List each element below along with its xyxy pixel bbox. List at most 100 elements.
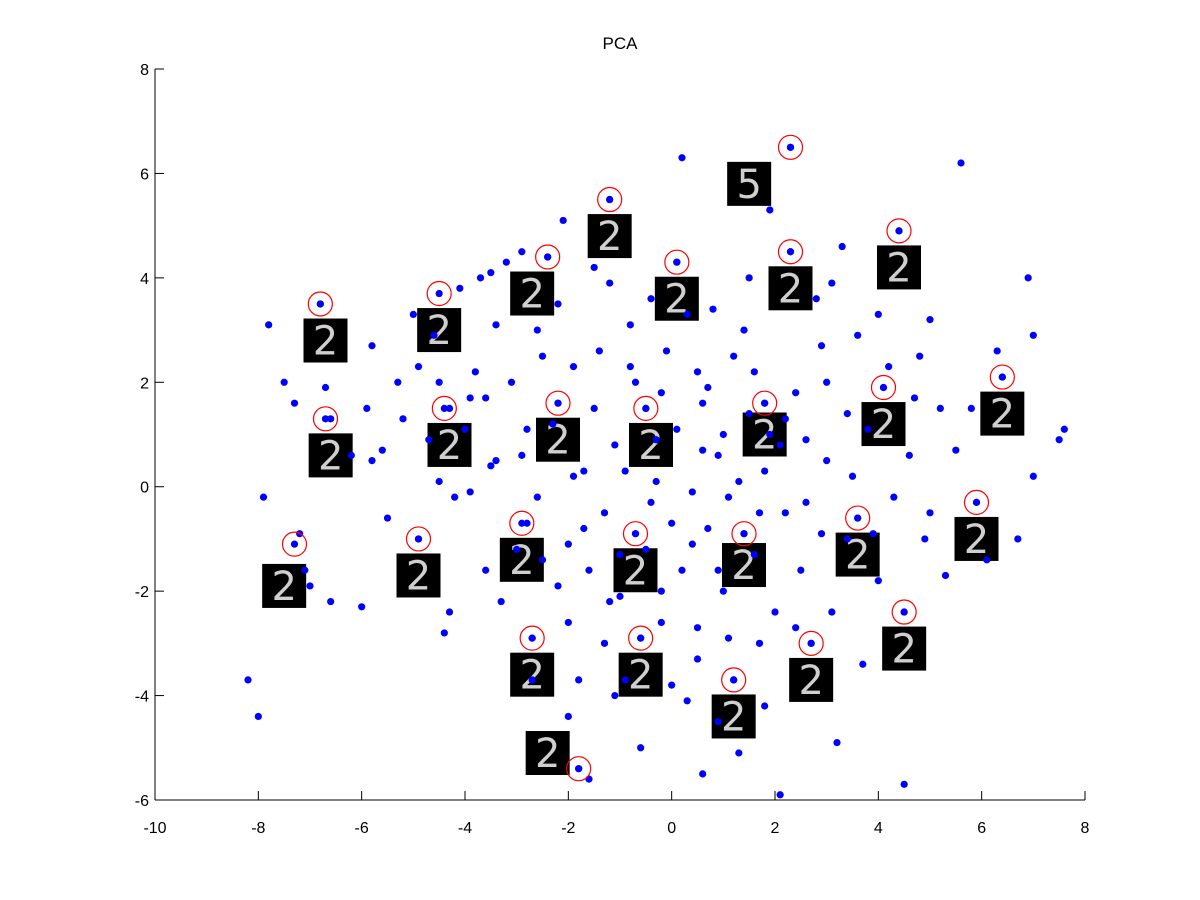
scatter-point — [590, 404, 598, 412]
scatter-point — [668, 681, 676, 689]
digit-glyph: 2 — [597, 214, 622, 260]
scatter-point — [492, 457, 500, 465]
x-tick-label: 2 — [771, 820, 780, 837]
scatter-point — [445, 404, 454, 412]
scatter-point — [590, 263, 598, 272]
scatter-point — [719, 587, 727, 595]
digit-glyph: 2 — [721, 694, 746, 740]
highlight-circle — [870, 374, 897, 401]
digit-thumbnail: 2 — [499, 537, 544, 584]
scatter-point — [735, 749, 743, 757]
digit-thumbnail: 2 — [510, 652, 555, 699]
scatter-point — [487, 462, 495, 470]
highlight-circle — [777, 134, 804, 160]
digit-glyph: 2 — [426, 308, 451, 354]
scatter-point — [869, 530, 877, 538]
digit-glyph: 2 — [535, 731, 560, 777]
scatter-point — [740, 326, 748, 334]
scatter-point — [678, 566, 686, 574]
scatter-point — [683, 310, 691, 319]
scatter-point — [936, 404, 944, 412]
scatter-point — [626, 363, 634, 371]
highlighted-point — [544, 253, 552, 261]
scatter-point — [828, 279, 836, 287]
scatter-point — [616, 550, 624, 559]
highlight-circle — [307, 291, 333, 317]
scatter-point — [301, 566, 309, 574]
scatter-point — [704, 383, 712, 392]
digit-glyph: 2 — [406, 553, 431, 599]
scatter-point — [802, 498, 810, 506]
highlighted-point — [435, 289, 443, 298]
highlighted-point — [528, 634, 536, 642]
scatter-point — [838, 242, 846, 251]
scatter-point — [859, 660, 867, 668]
scatter-point — [802, 436, 810, 444]
scatter-point — [781, 509, 789, 517]
highlighted-point — [740, 530, 748, 538]
highlighted-point — [575, 765, 583, 773]
digit-glyph: 2 — [437, 423, 462, 469]
y-tick-label: 6 — [140, 166, 149, 183]
digit-glyph: 2 — [509, 538, 534, 584]
scatter-point — [854, 331, 862, 339]
scatter-point — [823, 378, 831, 386]
highlighted-point — [895, 227, 903, 235]
digit-glyph: 2 — [271, 564, 296, 610]
scatter-point — [843, 410, 851, 418]
scatter-point — [817, 530, 826, 538]
highlight-circle — [545, 390, 571, 416]
digit-glyph: 2 — [752, 413, 777, 459]
highlighted-point — [606, 195, 614, 204]
highlight-circle — [535, 244, 561, 270]
scatter-point — [435, 477, 443, 486]
scatter-point — [564, 540, 572, 548]
scatter-point — [466, 394, 474, 402]
highlighted-point — [807, 639, 815, 647]
scatter-point — [688, 540, 696, 548]
digit-glyph: 5 — [736, 162, 761, 208]
scatter-point — [699, 446, 707, 454]
scatter-point — [290, 399, 299, 407]
scatter-point — [781, 415, 789, 423]
scatter-point — [761, 467, 769, 475]
y-tick-label: 8 — [140, 62, 149, 79]
digit-thumbnail: 2 — [308, 433, 353, 479]
highlight-circle — [622, 521, 649, 547]
scatter-point — [693, 624, 702, 632]
highlight-circle — [886, 218, 912, 244]
scatter-point — [699, 399, 707, 407]
scatter-point — [507, 378, 516, 386]
scatter-point — [621, 467, 629, 475]
x-tick-label: 6 — [977, 820, 986, 837]
digit-glyph: 2 — [628, 653, 653, 699]
scatter-point — [833, 738, 841, 747]
highlight-circle — [731, 521, 757, 547]
scatter-point — [688, 488, 696, 496]
digit-thumbnail: 2 — [303, 318, 348, 365]
scatter-point — [425, 436, 433, 444]
scatter-point — [394, 378, 402, 386]
digit-glyph: 2 — [964, 517, 989, 563]
scatter-point — [910, 394, 919, 402]
scatter-point — [905, 451, 913, 459]
highlighted-point — [321, 415, 330, 423]
scatter-point — [502, 258, 510, 266]
scatter-point — [792, 389, 800, 397]
scatter-point — [755, 509, 764, 517]
scatter-point — [368, 457, 376, 465]
scatter-point — [657, 618, 665, 627]
scatter-point — [724, 634, 733, 642]
highlight-circle — [989, 364, 1015, 390]
scatter-point — [533, 493, 541, 501]
y-tick-label: 4 — [140, 271, 149, 288]
highlighted-point — [554, 399, 562, 407]
digit-thumbnail: 2 — [396, 553, 441, 599]
digit-thumbnail: 2 — [618, 652, 663, 699]
digit-thumbnail: 2 — [980, 391, 1025, 438]
highlight-circle — [777, 239, 804, 265]
scatter-point — [482, 566, 490, 574]
digit-thumbnail: 2 — [768, 266, 813, 312]
highlighted-point — [642, 404, 650, 412]
digit-thumbnail: 2 — [536, 417, 580, 464]
